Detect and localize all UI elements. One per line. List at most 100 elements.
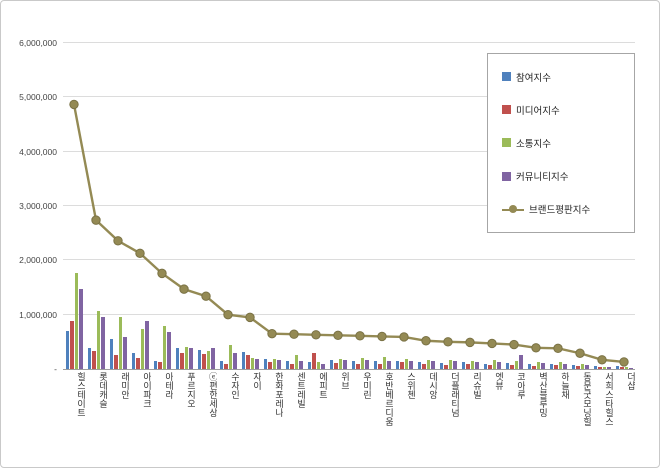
bar-community-index <box>563 364 567 369</box>
line-marker <box>69 99 79 110</box>
line-marker <box>531 343 541 353</box>
legend-item-community-index: 커뮤니티지수 <box>502 169 634 183</box>
bar-media-index <box>312 353 316 369</box>
bar-participation-index <box>571 364 575 369</box>
bar-participation-index <box>307 362 311 369</box>
bar-media-index <box>114 354 118 369</box>
y-axis-tick-label: 1,000,000 <box>19 309 57 320</box>
bar-participation-index <box>593 365 597 369</box>
bar-participation-index <box>87 347 91 369</box>
bar-communication-index <box>426 360 430 369</box>
line-marker <box>113 236 123 246</box>
line-marker <box>465 337 475 348</box>
legend-item-media-index: 미디어지수 <box>502 103 634 117</box>
line-marker <box>179 284 189 294</box>
bar-participation-index <box>461 362 465 369</box>
bar-participation-index <box>373 361 377 369</box>
x-axis-category-label: 더플래티넘 <box>450 372 459 417</box>
x-axis-category-label: 한화포레나 <box>274 372 283 417</box>
x-axis-category-label: 스위첸 <box>406 372 415 399</box>
line-marker <box>135 248 145 258</box>
y-axis: - 1,000,000 2,000,000 3,000,000 4,000,000 5,0… <box>1 38 59 374</box>
bar-participation-index <box>505 363 509 369</box>
line-marker <box>267 328 277 339</box>
x-axis-category-label: 래미안 <box>120 372 129 399</box>
bar-communication-index <box>470 360 474 369</box>
y-axis-tick-label: 6,000,000 <box>19 38 57 48</box>
bar-media-index <box>224 363 228 369</box>
x-axis-category-label: 롯데캐슬 <box>98 372 107 408</box>
bar-participation-index <box>615 366 619 369</box>
x-axis-category-label: ⓔ편한세상 <box>208 372 217 417</box>
bar-communication-index <box>96 310 100 369</box>
line-marker <box>289 329 299 339</box>
bar-communication-index <box>580 364 584 369</box>
bar-community-index <box>79 288 83 369</box>
bar-communication-index <box>294 355 298 369</box>
bar-media-index <box>576 366 580 369</box>
bar-community-index <box>343 360 347 369</box>
bar-participation-index <box>197 349 201 369</box>
line-marker <box>575 348 585 358</box>
x-axis-category-label: 아이파크 <box>142 372 151 408</box>
line-marker <box>597 355 607 365</box>
bar-media-index <box>136 357 140 369</box>
bar-media-index <box>598 366 602 369</box>
bar-participation-index <box>131 352 135 369</box>
x-axis-category-label: 서희스타힐스 <box>604 372 613 426</box>
bar-community-index <box>497 361 501 369</box>
line-marker <box>157 268 167 279</box>
x-axis-category-label: 위브 <box>340 372 349 390</box>
bar-community-index <box>585 365 589 369</box>
bar-media-index <box>70 321 74 369</box>
bar-community-index <box>233 352 237 369</box>
line-marker <box>311 330 321 340</box>
x-axis-category-label: 호반베르디움 <box>384 372 393 426</box>
bar-communication-index <box>184 346 188 369</box>
y-axis-tick-label: 3,000,000 <box>19 201 57 211</box>
line-marker <box>355 331 365 341</box>
bar-participation-index <box>483 363 487 369</box>
bar-participation-index <box>329 359 333 369</box>
bar-community-index <box>211 348 215 369</box>
bar-participation-index <box>351 360 355 369</box>
bar-community-index <box>409 361 413 369</box>
legend-item-brand-reputation-index: 브랜드평판지수 <box>502 202 634 216</box>
bar-participation-index <box>241 352 245 369</box>
gridline <box>63 313 635 315</box>
x-axis-category-label: 에피트 <box>318 372 327 399</box>
x-axis-category-label: 리슈빌 <box>472 372 481 399</box>
bar-participation-index <box>175 348 179 369</box>
y-axis-tick-label: 2,000,000 <box>19 255 57 266</box>
line-marker <box>509 339 519 350</box>
bar-community-index <box>123 336 127 369</box>
x-axis-category-label: 더샵 <box>626 372 635 390</box>
gridline <box>63 42 635 43</box>
bar-communication-index <box>448 359 452 369</box>
bar-communication-index <box>250 358 254 369</box>
bar-communication-index <box>536 361 540 369</box>
bar-community-index <box>321 364 325 369</box>
bar-participation-index <box>417 361 421 369</box>
y-axis-tick-label: - <box>54 364 57 374</box>
bar-participation-index <box>109 338 113 369</box>
legend-item-communication-index: 소통지수 <box>502 136 634 150</box>
bar-communication-index <box>382 357 386 369</box>
brand-reputation-line-chart <box>69 99 629 367</box>
bar-participation-index <box>219 360 223 369</box>
line-marker <box>443 337 453 347</box>
x-axis-category-label: 아테라 <box>164 372 173 399</box>
x-axis-category-label: 힐스테이트 <box>76 372 85 417</box>
legend-swatch-icon <box>502 138 511 148</box>
line-marker <box>333 330 343 341</box>
y-axis-tick-label: 4,000,000 <box>19 146 57 157</box>
bar-community-index <box>629 367 633 369</box>
bar-participation-index <box>549 363 553 369</box>
legend-label: 소통지수 <box>516 138 551 150</box>
bar-media-index <box>510 365 514 369</box>
bar-media-index <box>158 361 162 369</box>
x-axis-category-label: 벽산블루밍 <box>538 372 547 417</box>
x-axis-category-label: 자이 <box>252 372 261 390</box>
line-marker <box>553 343 563 354</box>
